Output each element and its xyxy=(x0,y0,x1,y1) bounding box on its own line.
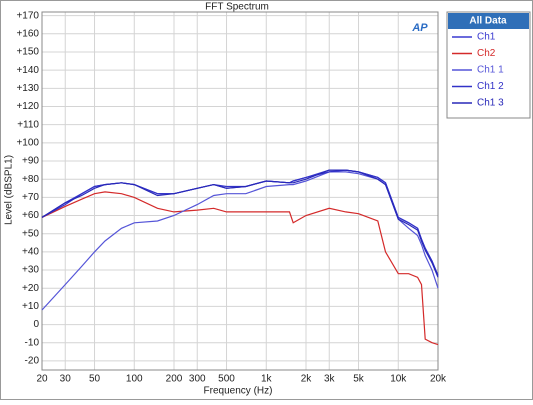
y-tick-label: -10 xyxy=(25,337,40,348)
y-tick-label: +30 xyxy=(22,265,39,276)
x-axis-label: Frequency (Hz) xyxy=(204,386,273,397)
y-tick-label: 0 xyxy=(33,319,39,330)
legend-label: Ch1 xyxy=(477,32,496,43)
y-tick-label: +110 xyxy=(17,119,39,130)
x-tick-label: 200 xyxy=(166,374,183,385)
series-line xyxy=(41,171,439,311)
y-tick-label: +40 xyxy=(22,247,39,258)
legend-label: Ch1 1 xyxy=(477,65,504,76)
x-tick-label: 10k xyxy=(390,374,407,385)
y-tick-label: +80 xyxy=(22,174,39,185)
x-tick-label: 20 xyxy=(36,374,48,385)
y-tick-label: -20 xyxy=(25,356,40,367)
y-tick-label: +130 xyxy=(16,83,39,94)
x-tick-label: 30 xyxy=(60,374,72,385)
x-tick-label: 3k xyxy=(324,374,336,385)
y-tick-label: +20 xyxy=(22,283,39,294)
y-tick-label: +120 xyxy=(16,101,39,112)
y-axis-label: Level (dBSPL1) xyxy=(4,155,15,225)
y-tick-label: +60 xyxy=(22,210,39,221)
x-tick-label: 20k xyxy=(430,374,447,385)
series-line xyxy=(41,169,439,278)
y-tick-label: +50 xyxy=(22,228,39,239)
y-tick-label: +170 xyxy=(16,10,39,21)
legend-label: Ch1 3 xyxy=(477,98,504,109)
y-tick-label: +90 xyxy=(22,156,39,167)
plot-area xyxy=(41,11,439,371)
x-tick-label: 100 xyxy=(126,374,143,385)
legend-label: Ch1 2 xyxy=(477,81,504,92)
legend xyxy=(446,11,531,119)
legend-header xyxy=(448,13,529,29)
y-tick-label: +100 xyxy=(16,137,39,148)
y-tick-label: +160 xyxy=(16,28,39,39)
x-tick-label: 300 xyxy=(189,374,206,385)
x-tick-label: 50 xyxy=(89,374,101,385)
y-tick-label: +70 xyxy=(22,192,39,203)
x-tick-label: 500 xyxy=(218,374,235,385)
x-tick-label: 1k xyxy=(261,374,273,385)
x-tick-label: 5k xyxy=(353,374,365,385)
logo: AP xyxy=(411,22,428,34)
legend-title: All Data xyxy=(469,16,507,27)
x-tick-label: 2k xyxy=(301,374,313,385)
legend-label: Ch2 xyxy=(477,48,496,59)
y-tick-label: +140 xyxy=(16,65,39,76)
y-tick-label: +150 xyxy=(16,47,39,58)
y-tick-label: +10 xyxy=(22,301,39,312)
series-line xyxy=(41,191,439,346)
chart-title: FFT Spectrum xyxy=(205,2,269,13)
